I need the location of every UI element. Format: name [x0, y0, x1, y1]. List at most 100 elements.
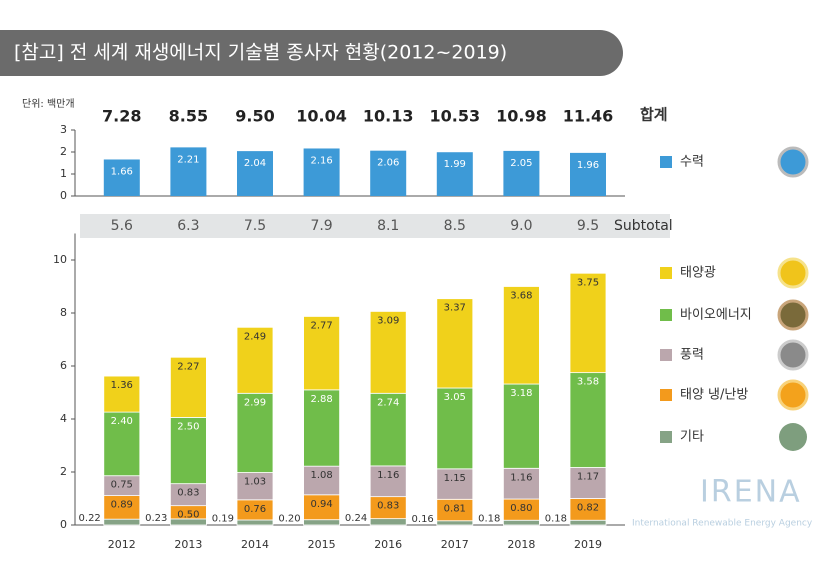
bar-label: 1.17 [577, 471, 599, 482]
bar-label: 2.49 [244, 331, 266, 342]
y-tick-label: 8 [60, 306, 67, 319]
legend-label: 태양 냉/난방 [680, 388, 748, 403]
bar-label: 0.83 [177, 488, 199, 499]
legend-label: 수력 [680, 155, 704, 170]
bar-label: 0.89 [111, 500, 133, 511]
bar-label: 2.04 [244, 158, 266, 169]
bar-label: 3.58 [577, 377, 599, 388]
watermark-full: International Renewable Energy Agency [632, 519, 813, 529]
bar-label: 2.99 [244, 397, 266, 408]
total-label: 10.13 [363, 107, 414, 126]
total-label: 11.46 [563, 107, 614, 126]
bar-label: 0.75 [111, 480, 133, 491]
legend-icon [777, 379, 809, 411]
y-tick-label: 2 [60, 465, 67, 478]
total-label: 10.98 [496, 107, 547, 126]
bar-label: 3.05 [444, 392, 466, 403]
bar-segment [303, 519, 341, 526]
bar-segment [502, 519, 540, 526]
bar-label: 2.16 [310, 155, 332, 166]
bar-segment [236, 519, 274, 526]
bar-segment [303, 316, 341, 391]
x-tick-label: 2019 [574, 538, 602, 551]
y-tick-label: 0 [60, 518, 67, 531]
y-tick-label: 10 [53, 253, 67, 266]
bar-label: 0.19 [212, 513, 234, 524]
bar-label: 1.16 [510, 472, 532, 483]
bar-label: 0.94 [310, 499, 332, 510]
total-label: 10.53 [429, 107, 480, 126]
bar-segment [369, 465, 407, 498]
bar-label: 1.66 [111, 166, 133, 177]
bar-segment [436, 468, 474, 500]
y-tick-label: 6 [60, 359, 67, 372]
subtotal-value: 8.5 [444, 218, 466, 234]
bar-segment [502, 467, 540, 500]
total-label: 10.04 [296, 107, 347, 126]
bar-label: 3.37 [444, 303, 466, 314]
bar-segment [502, 383, 540, 469]
total-label: 8.55 [169, 107, 208, 126]
bar [103, 159, 140, 196]
y-tick-label: 4 [60, 412, 67, 425]
legend-swatch [660, 389, 672, 401]
y-tick-label: 0 [60, 189, 67, 202]
subtotal-band [80, 214, 670, 238]
bar-label: 2.74 [377, 397, 399, 408]
legend-icon [777, 299, 809, 331]
bar-label: 2.50 [177, 421, 199, 432]
bar-label: 2.21 [177, 154, 199, 165]
bar-label: 2.05 [510, 158, 532, 169]
bar-label: 3.68 [510, 291, 532, 302]
bar-label: 0.82 [577, 503, 599, 514]
bar-segment [169, 356, 207, 418]
subtotal-value: 7.9 [310, 218, 332, 234]
total-label: 9.50 [235, 107, 274, 126]
subtotal-label: Subtotal [614, 218, 673, 234]
bar-label: 1.99 [444, 159, 466, 170]
bar-label: 3.09 [377, 315, 399, 326]
x-tick-label: 2014 [241, 538, 269, 551]
bar-segment [569, 372, 607, 468]
y-tick-label: 1 [60, 167, 67, 180]
totals-label: 합계 [640, 106, 668, 124]
legend-swatch [660, 309, 672, 321]
bar [370, 150, 407, 196]
bar-segment [236, 392, 274, 473]
total-label: 7.28 [102, 107, 141, 126]
bar [170, 147, 207, 196]
bar-segment [502, 286, 540, 385]
bar-segment [103, 411, 141, 477]
bar-segment [103, 518, 141, 526]
header-title: [참고] 전 세계 재생에너지 기술별 종사자 현황(2012~2019) [14, 42, 507, 64]
bar-segment [169, 417, 207, 485]
bar-label: 1.03 [244, 477, 266, 488]
bar-label: 0.20 [278, 513, 300, 524]
legend-label: 기타 [680, 430, 704, 445]
legend-icon [777, 339, 809, 371]
bar-label: 0.81 [444, 503, 466, 514]
subtotal-value: 7.5 [244, 218, 266, 234]
bar-label: 3.18 [510, 388, 532, 399]
unit-label: 단위: 백만개 [22, 97, 75, 110]
bar-segment [236, 326, 274, 394]
bar-label: 1.96 [577, 160, 599, 171]
y-tick-label: 2 [60, 145, 67, 158]
legend-icon [779, 423, 807, 451]
legend-label: 태양광 [680, 266, 716, 281]
bar [237, 151, 273, 196]
legend-swatch [660, 156, 672, 168]
subtotal-value: 6.3 [177, 218, 199, 234]
bar-label: 2.27 [177, 361, 199, 372]
bar-label: 0.76 [244, 504, 266, 515]
bar-label: 1.15 [444, 473, 466, 484]
bar-segment [569, 272, 607, 374]
legend-swatch [660, 431, 672, 443]
bar-segment [303, 494, 341, 521]
legend-swatch [660, 349, 672, 361]
bar [436, 152, 473, 196]
legend-swatch [660, 267, 672, 279]
bar-segment [369, 392, 407, 467]
bar-segment [303, 465, 341, 496]
